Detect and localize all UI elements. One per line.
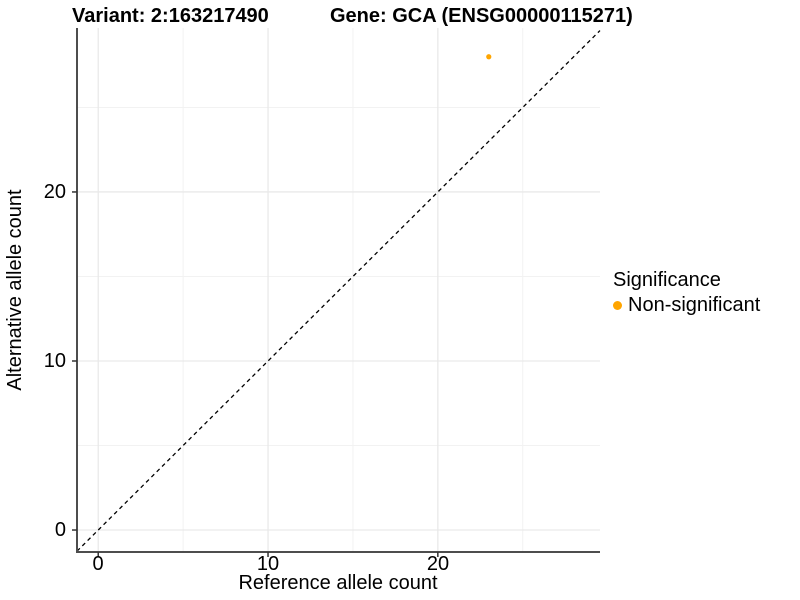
x-axis-title: Reference allele count bbox=[238, 572, 438, 594]
x-axis-tick-label-0: 0 bbox=[92, 553, 104, 575]
legend-point-icon bbox=[613, 300, 622, 310]
y-axis-title: Alternative allele count bbox=[4, 189, 26, 391]
y-axis-tick-label-20: 20 bbox=[43, 181, 66, 203]
x-axis-tick-label-10: 10 bbox=[256, 553, 280, 575]
legend-item-non-significant: Non-significant bbox=[613, 294, 760, 316]
legend: Significance Non-significant bbox=[613, 269, 760, 316]
y-axis-tick-label-0: 0 bbox=[54, 519, 66, 541]
legend-title: Significance bbox=[613, 269, 721, 291]
y-axis-tick-label-10: 10 bbox=[43, 350, 66, 372]
plot-title-variant: Variant: 2:163217490 bbox=[72, 5, 269, 27]
x-axis-tick-label-20: 20 bbox=[426, 553, 450, 575]
legend-item-label: Non-significant bbox=[628, 294, 761, 316]
plot-title-gene: Gene: GCA (ENSG00000115271) bbox=[330, 5, 633, 27]
